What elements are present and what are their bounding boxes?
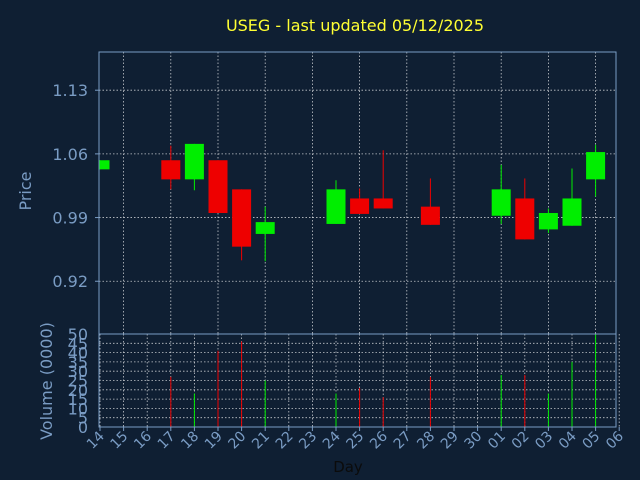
price-panel: 1.13 1.06 0.99 0.92 [52,51,617,335]
price-axis-label: Price [16,171,35,210]
candle-up [255,222,275,234]
volume-bars [170,334,597,427]
candle-up [184,143,204,180]
candle-up [586,152,606,180]
volume-tick-label: 10 [68,399,88,418]
price-y-ticks: 1.13 1.06 0.99 0.92 [52,81,99,291]
candle-down [373,198,393,209]
volume-tick-label: 15 [68,390,88,409]
price-tick-label: 1.06 [52,145,88,164]
x-axis-label: Day [333,458,363,476]
volume-plot-frame [98,333,617,428]
price-tick-label: 1.13 [52,81,88,100]
candle-up [491,189,511,216]
candle-down [232,189,252,247]
candle-down [350,198,370,214]
volume-tick-label: 5 [78,409,88,428]
volume-tick-label: 35 [68,353,88,372]
candle-up [562,198,582,226]
candle-up [99,160,110,170]
volume-tick-label: 40 [68,344,88,363]
candle-down [515,198,535,240]
volume-tick-label: 50 [68,325,88,344]
volume-tick-label: 25 [68,372,88,391]
volume-tick-label: 30 [68,362,88,381]
candle-up [326,189,346,224]
volume-tick-label: 0 [78,418,88,437]
candle-down [208,160,228,214]
candle-down [161,160,181,180]
volume-axis-label: Volume (0000) [37,322,56,440]
candles [99,143,606,262]
price-tick-label: 0.92 [52,272,88,291]
candle-down [420,206,440,225]
volume-tick-label: 20 [68,381,88,400]
volume-tick-label: 45 [68,334,88,353]
chart-title: USEG - last updated 05/12/2025 [226,16,484,35]
candle-up [538,213,558,230]
price-tick-label: 0.99 [52,209,88,228]
x-axis-ticks: 14 15 16 17 18 19 20 21 22 23 24 25 26 27 28 29 30 01 02 03… [84,427,627,452]
